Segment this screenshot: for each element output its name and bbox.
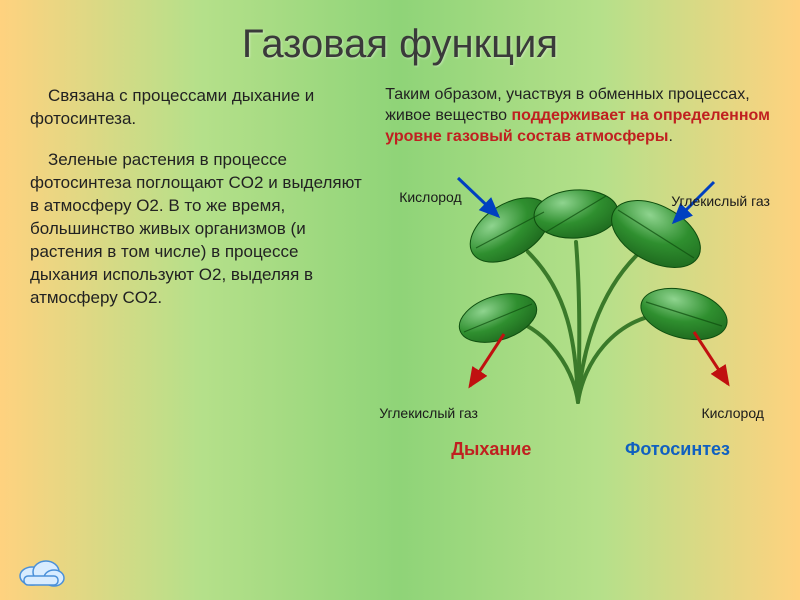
- label-oxygen-right: Кислород: [701, 405, 764, 421]
- label-photo: Фотосинтез: [625, 439, 730, 460]
- label-co2-right: Углекислый газ: [671, 193, 770, 209]
- label-oxygen-left: Кислород: [399, 189, 462, 205]
- summary-text: Таким образом, участвуя в обменных проце…: [385, 85, 770, 147]
- para-detail: Зеленые растения в процессе фотосинтеза …: [30, 149, 367, 310]
- plant-svg: [398, 142, 758, 442]
- para-intro: Связана с процессами дыхание и фотосинте…: [30, 85, 367, 131]
- arrows-photo: [674, 182, 728, 384]
- right-column: Таким образом, участвуя в обменных проце…: [385, 85, 770, 477]
- content-row: Связана с процессами дыхание и фотосинте…: [0, 67, 800, 477]
- plant-stems: [514, 242, 660, 402]
- left-column: Связана с процессами дыхание и фотосинте…: [30, 85, 385, 477]
- cloud-nav-icon[interactable]: [14, 554, 66, 588]
- plant-diagram: Кислород Углекислый газ Углекислый газ К…: [385, 157, 770, 477]
- label-co2-left: Углекислый газ: [379, 405, 478, 421]
- label-breathing: Дыхание: [451, 439, 531, 460]
- page-title: Газовая функция: [0, 0, 800, 67]
